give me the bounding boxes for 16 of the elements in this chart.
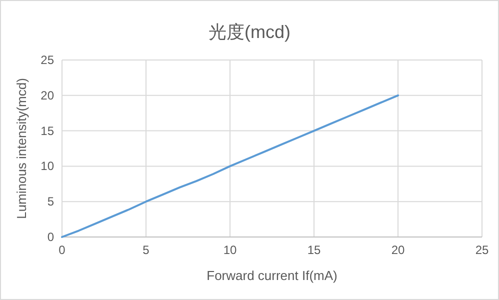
- y-tick-label: 10: [40, 159, 54, 174]
- x-tick-label: 5: [142, 243, 150, 257]
- x-tick-label: 25: [475, 243, 489, 257]
- y-tick-label: 15: [40, 124, 54, 138]
- y-tick-label: 25: [40, 53, 54, 67]
- x-tick-label: 0: [58, 243, 66, 257]
- y-tick-label: 5: [47, 194, 54, 209]
- y-tick-label: 20: [40, 88, 54, 102]
- x-tick-label: 10: [223, 243, 237, 257]
- chart-title: 光度(mcd): [208, 22, 290, 42]
- y-tick-label: 0: [47, 230, 54, 244]
- line-series: [61, 94, 399, 238]
- y-axis-title: Luminous intensity(mcd): [14, 78, 29, 219]
- x-tick-label: 20: [391, 243, 405, 257]
- x-axis-title: Forward current If(mA): [206, 268, 338, 283]
- x-tick-label: 15: [307, 243, 321, 257]
